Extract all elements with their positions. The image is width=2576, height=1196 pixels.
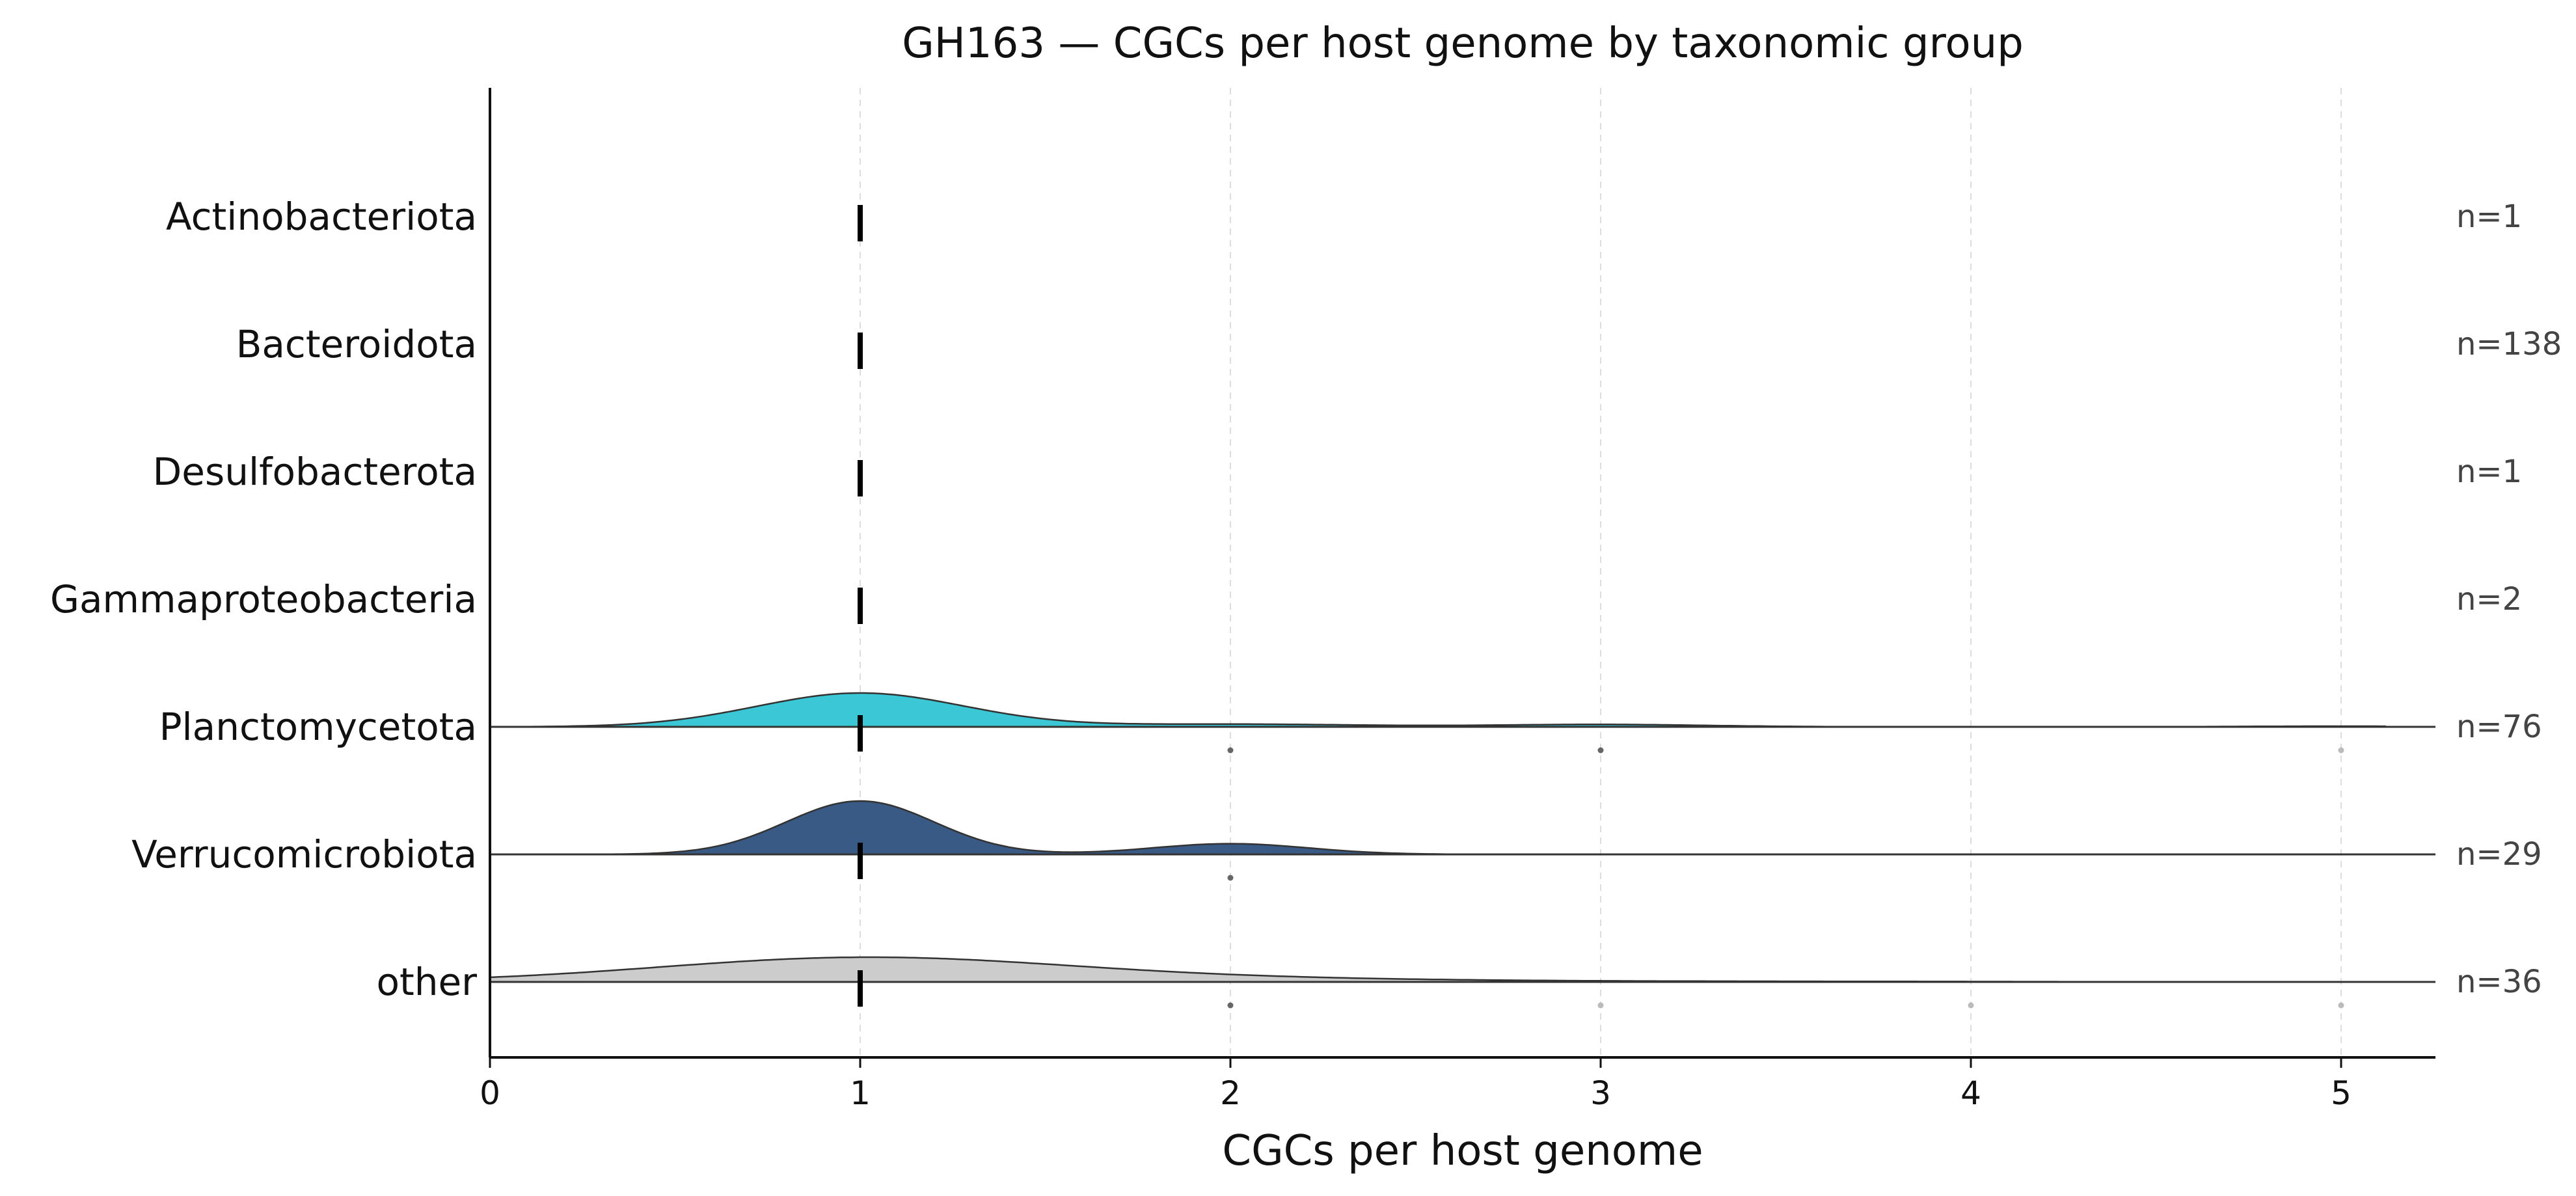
- count-label-desulfobacterota: n=1: [2456, 454, 2522, 490]
- count-label-gammaproteobacteria: n=2: [2456, 581, 2522, 618]
- ridge-planctomycetota: [489, 692, 2386, 728]
- ridges: [489, 205, 2435, 1009]
- outlier-point-other: [1227, 1002, 1234, 1009]
- outlier-point-other: [2338, 1002, 2344, 1009]
- x-axis-label: CGCs per host genome: [1222, 1127, 1703, 1175]
- outlier-point-planctomycetota: [2338, 747, 2344, 754]
- count-label-verrucomicrobiota: n=29: [2456, 836, 2542, 873]
- count-labels: n=1 n=138 n=1 n=2 n=76 n=29 n=36: [2456, 198, 2562, 1000]
- category-labels: Actinobacteriota Bacteroidota Desulfobacte…: [50, 195, 477, 1004]
- outlier-point-verrucomicrobiota: [1227, 875, 1234, 881]
- x-tick-label-3: 3: [1590, 1074, 1611, 1112]
- x-ticks: 0 1 2 3 4 5: [480, 1057, 2352, 1112]
- chart-title: GH163 — CGCs per host genome by taxonomi…: [902, 20, 2024, 68]
- outlier-point-planctomycetota: [1227, 747, 1234, 754]
- x-tick-label-0: 0: [480, 1074, 500, 1112]
- ridge-other: [489, 956, 2385, 983]
- category-label-bacteroidota: Bacteroidota: [236, 322, 477, 366]
- axes: [489, 88, 2435, 1059]
- x-tick-label-2: 2: [1220, 1074, 1241, 1112]
- outlier-point-planctomycetota: [1597, 747, 1604, 754]
- x-tick-label-1: 1: [850, 1074, 871, 1112]
- count-label-bacteroidota: n=138: [2456, 326, 2562, 362]
- category-label-actinobacteriota: Actinobacteriota: [166, 195, 477, 239]
- category-label-other: other: [376, 960, 477, 1004]
- outlier-point-other: [1597, 1002, 1604, 1009]
- category-label-verrucomicrobiota: Verrucomicrobiota: [131, 832, 477, 877]
- count-label-other: n=36: [2456, 964, 2542, 1000]
- category-label-gammaproteobacteria: Gammaproteobacteria: [50, 577, 477, 621]
- category-label-planctomycetota: Planctomycetota: [159, 705, 477, 749]
- count-label-planctomycetota: n=76: [2456, 709, 2542, 745]
- category-label-desulfobacterota: Desulfobacterota: [153, 450, 477, 494]
- x-tick-label-5: 5: [2331, 1074, 2352, 1112]
- x-tick-label-4: 4: [1960, 1074, 1981, 1112]
- ridge-verrucomicrobiota: [490, 800, 2385, 856]
- count-label-actinobacteriota: n=1: [2456, 198, 2522, 235]
- outlier-point-other: [1968, 1002, 1974, 1009]
- grid-lines: [860, 88, 2342, 1057]
